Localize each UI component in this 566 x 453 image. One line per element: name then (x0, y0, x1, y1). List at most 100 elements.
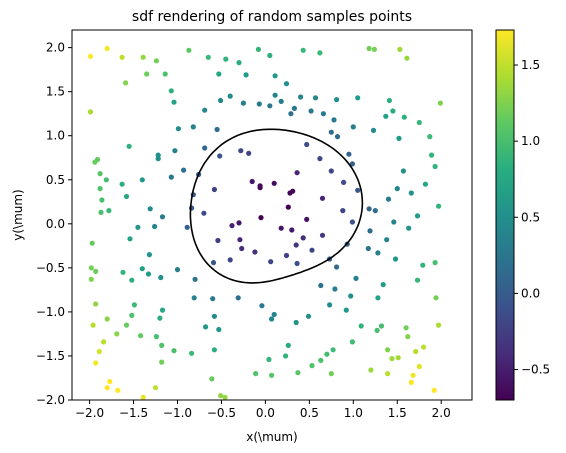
scatter-point (416, 119, 422, 126)
scatter-point (253, 371, 259, 377)
scatter-point (159, 359, 165, 365)
scatter-point (283, 252, 290, 259)
scatter-point (174, 267, 181, 273)
scatter-point (269, 316, 275, 322)
scatter-point (266, 356, 272, 363)
scatter-point (257, 183, 263, 189)
scatter-point (289, 227, 295, 233)
scatter-point (104, 316, 110, 322)
scatter-point (300, 235, 306, 241)
scatter-point (256, 101, 262, 107)
scatter-point (312, 95, 319, 101)
scatter-point (408, 190, 414, 196)
scatter-point (236, 60, 242, 66)
scatter-point (159, 214, 166, 220)
y-tick-label: 0.0 (46, 217, 65, 231)
scatter-point (318, 282, 324, 289)
scatter-point (139, 177, 145, 183)
scatter-point (389, 356, 395, 362)
scatter-point (400, 168, 406, 174)
scatter-point (140, 394, 146, 400)
scatter-point (278, 225, 284, 231)
y-tick-label: 2.0 (46, 41, 65, 55)
scatter-point (243, 72, 249, 78)
scatter-point (252, 249, 258, 255)
scatter-point (403, 325, 409, 331)
colorbar-tick-label: 1.5 (521, 58, 540, 72)
scatter-point (131, 302, 137, 308)
scatter-point (158, 274, 164, 281)
scatter-point (211, 347, 217, 353)
scatter-point (324, 351, 330, 357)
scatter-point (348, 293, 354, 299)
colorbar-tick-label: 0.5 (521, 210, 540, 224)
x-tick-label: 1.0 (344, 406, 363, 420)
scatter-point (155, 152, 161, 158)
scatter-point (309, 363, 315, 369)
scatter-point (214, 126, 220, 133)
scatter-point (293, 242, 299, 248)
scatter-point (349, 219, 355, 225)
scatter-point (92, 159, 98, 165)
scatter-point (114, 331, 120, 337)
scatter-point (145, 271, 152, 277)
scatter-point (97, 171, 103, 177)
scatter-point (318, 357, 324, 363)
scatter-point (355, 95, 361, 101)
scatter-point (126, 143, 132, 149)
scatter-point (331, 117, 337, 123)
scatter-point (211, 186, 217, 193)
scatter-point (416, 363, 422, 370)
scatter-point (271, 311, 277, 318)
scatter-point (371, 46, 377, 53)
scatter-point (328, 371, 334, 377)
scatter-point (436, 203, 442, 209)
scatter-point (298, 94, 304, 100)
scatter-point (153, 58, 159, 64)
scatter-point (386, 97, 392, 104)
colorbar-tick-label: 0.0 (521, 286, 540, 300)
scatter-point (227, 93, 233, 99)
y-tick-label: −0.5 (36, 261, 65, 275)
scatter-point (283, 353, 289, 359)
y-tick-label: −1.0 (36, 305, 65, 319)
scatter-point (291, 105, 297, 111)
scatter-point (258, 215, 264, 221)
colorbar-tick-label: −0.5 (521, 363, 550, 377)
scatter-point (305, 313, 312, 319)
scatter-point (269, 372, 275, 378)
scatter-point (211, 313, 217, 319)
scatter-point (162, 71, 168, 77)
scatter-point (89, 240, 95, 246)
scatter-point (218, 97, 224, 104)
scatter-point (138, 333, 144, 339)
scatter-point (341, 179, 347, 185)
scatter-point (249, 178, 255, 185)
scatter-point (304, 141, 310, 148)
scatter-point (201, 210, 207, 216)
scatter-point (285, 342, 291, 348)
scatter-point (437, 100, 443, 106)
scatter-point (420, 262, 426, 268)
scatter-point (436, 322, 442, 328)
scatter-point (135, 224, 141, 230)
scatter-point (268, 259, 274, 265)
scatter-point (294, 170, 300, 176)
scatter-points (87, 45, 443, 400)
scatter-point (246, 150, 252, 156)
y-tick-label: −2.0 (36, 393, 65, 407)
scatter-point (209, 376, 215, 382)
scatter-point (255, 46, 261, 53)
scatter-point (123, 322, 130, 328)
colorbar-tick-label: 1.0 (521, 134, 540, 148)
scatter-point (104, 385, 110, 391)
scatter-point (239, 245, 245, 252)
scatter-point (346, 151, 352, 157)
scatter-point (317, 156, 323, 162)
scatter-point (304, 216, 310, 222)
scatter-point (283, 81, 290, 87)
scatter-point (394, 186, 400, 192)
scatter-point (235, 295, 241, 301)
scatter-point (401, 114, 407, 120)
